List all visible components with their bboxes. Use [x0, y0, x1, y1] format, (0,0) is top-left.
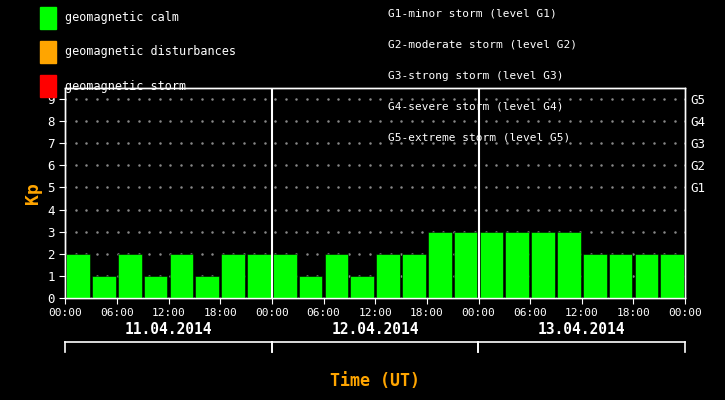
Bar [583, 254, 607, 298]
Text: geomagnetic storm: geomagnetic storm [65, 80, 186, 92]
Bar [557, 232, 581, 298]
Bar [634, 254, 658, 298]
Bar [66, 254, 90, 298]
Bar [609, 254, 632, 298]
Text: geomagnetic disturbances: geomagnetic disturbances [65, 46, 236, 58]
Bar [170, 254, 194, 298]
Bar [325, 254, 348, 298]
Bar [505, 232, 529, 298]
Bar [118, 254, 141, 298]
Text: G3-strong storm (level G3): G3-strong storm (level G3) [388, 70, 563, 81]
Text: 13.04.2014: 13.04.2014 [538, 322, 626, 338]
Bar [196, 276, 219, 298]
Bar [221, 254, 245, 298]
Y-axis label: Kp: Kp [24, 182, 42, 204]
Bar [144, 276, 167, 298]
Bar [402, 254, 426, 298]
Text: G2-moderate storm (level G2): G2-moderate storm (level G2) [388, 40, 577, 50]
Text: geomagnetic calm: geomagnetic calm [65, 12, 178, 24]
Bar [92, 276, 116, 298]
Bar [273, 254, 297, 298]
Text: 11.04.2014: 11.04.2014 [125, 322, 212, 338]
Text: Time (UT): Time (UT) [330, 372, 420, 390]
Bar [247, 254, 271, 298]
Bar [299, 276, 323, 298]
Bar [376, 254, 400, 298]
Text: G1-minor storm (level G1): G1-minor storm (level G1) [388, 9, 557, 19]
Bar [660, 254, 684, 298]
Text: G5-extreme storm (level G5): G5-extreme storm (level G5) [388, 132, 570, 142]
Bar [350, 276, 374, 298]
Bar [531, 232, 555, 298]
Bar [479, 232, 503, 298]
Bar [454, 232, 478, 298]
Text: G4-severe storm (level G4): G4-severe storm (level G4) [388, 101, 563, 111]
Bar [428, 232, 452, 298]
Text: 12.04.2014: 12.04.2014 [331, 322, 419, 338]
